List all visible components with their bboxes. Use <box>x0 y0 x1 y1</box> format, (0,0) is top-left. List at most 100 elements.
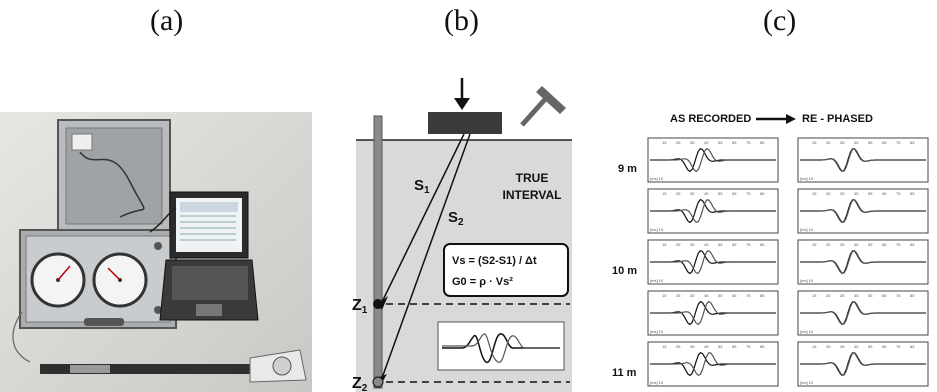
tick-label: 85 <box>910 242 915 247</box>
z2-marker <box>372 376 384 388</box>
tick-label: 15 <box>812 293 817 298</box>
seismic-trace <box>800 199 926 223</box>
tick-label: 35 <box>690 293 695 298</box>
laptop <box>159 191 259 321</box>
seismic-trace <box>650 199 776 223</box>
equipment-photo <box>0 112 312 392</box>
tick-label: 55 <box>718 293 723 298</box>
tick-label: 85 <box>760 191 765 196</box>
arrow-right-icon <box>786 114 796 124</box>
tick-label: 85 <box>910 293 915 298</box>
tick-label: 55 <box>868 293 873 298</box>
tick-label: 35 <box>840 293 845 298</box>
tick-label: 25 <box>826 191 831 196</box>
unit-label: [ms] 10 <box>800 278 814 283</box>
tick-label: 55 <box>868 191 873 196</box>
unit-label: [ms] 10 <box>650 176 664 181</box>
tick-label: 55 <box>718 140 723 145</box>
tick-label: 45 <box>704 191 709 196</box>
formula-box <box>443 243 569 297</box>
tick-label: 15 <box>662 293 667 298</box>
tick-label: 85 <box>910 140 915 145</box>
seismic-trace <box>650 147 776 173</box>
unit-label: [ms] 10 <box>650 278 664 283</box>
tick-label: 85 <box>760 293 765 298</box>
tick-label: 85 <box>760 242 765 247</box>
seismic-test-schematic: S1 S2 TRUE INTERVAL Vs = (S2-S1) / Δt G0… <box>352 78 572 392</box>
depth-label-11: 11 m <box>612 367 637 379</box>
tick-label: 65 <box>882 344 887 349</box>
case-handle <box>84 318 124 326</box>
tick-label: 15 <box>662 191 667 196</box>
tick-label: 75 <box>746 242 751 247</box>
unit-label: [ms] 10 <box>650 380 664 385</box>
tick-label: 35 <box>840 140 845 145</box>
tick-label: 45 <box>854 140 859 145</box>
tick-label: 75 <box>896 140 901 145</box>
tick-label: 45 <box>854 344 859 349</box>
tick-label: 35 <box>690 344 695 349</box>
tick-label: 65 <box>732 293 737 298</box>
push-rod <box>373 115 383 389</box>
tick-label: 35 <box>690 140 695 145</box>
tick-label: 25 <box>676 242 681 247</box>
seismic-trace <box>650 300 776 326</box>
seismic-trace <box>650 249 776 274</box>
unit-label: [ms] 10 <box>650 329 664 334</box>
tick-label: 15 <box>812 242 817 247</box>
tick-label: 55 <box>718 242 723 247</box>
tick-label: 25 <box>676 191 681 196</box>
s2-label: S2 <box>448 209 464 228</box>
tick-label: 45 <box>854 293 859 298</box>
unit-label: [ms] 10 <box>650 227 664 232</box>
z1-marker <box>373 299 383 309</box>
tick-label: 35 <box>840 242 845 247</box>
seismic-trace <box>650 352 776 377</box>
hammer-icon <box>520 86 566 127</box>
tick-label: 75 <box>746 191 751 196</box>
seismic-trace <box>800 301 926 325</box>
unit-label: [ms] 10 <box>800 380 814 385</box>
tick-label: 65 <box>882 140 887 145</box>
tick-label: 75 <box>896 242 901 247</box>
tick-label: 45 <box>704 140 709 145</box>
tick-label: 15 <box>812 344 817 349</box>
tick-label: 85 <box>910 344 915 349</box>
tick-label: 75 <box>896 344 901 349</box>
tick-label: 55 <box>718 344 723 349</box>
unit-label: [ms] 10 <box>800 176 814 181</box>
tick-label: 55 <box>868 242 873 247</box>
tick-label: 25 <box>826 242 831 247</box>
tick-label: 55 <box>868 140 873 145</box>
tick-label: 85 <box>760 344 765 349</box>
tick-label: 85 <box>760 140 765 145</box>
tick-label: 65 <box>732 191 737 196</box>
tick-label: 75 <box>746 293 751 298</box>
tick-label: 25 <box>676 344 681 349</box>
g0-formula: G0 = ρ · Vs² <box>452 276 513 288</box>
tick-label: 25 <box>826 293 831 298</box>
tick-label: 75 <box>896 293 901 298</box>
case-base <box>19 229 177 329</box>
tick-label: 65 <box>732 140 737 145</box>
tick-label: 65 <box>882 191 887 196</box>
z1-label: Z1 <box>352 297 368 316</box>
tick-label: 45 <box>854 242 859 247</box>
tick-label: 75 <box>896 191 901 196</box>
panel-label-a: (a) <box>150 4 184 37</box>
tick-label: 25 <box>826 140 831 145</box>
impact-arrow-icon <box>454 98 470 110</box>
tick-label: 25 <box>676 140 681 145</box>
re-phased-label: RE - PHASED <box>802 113 873 125</box>
tick-label: 15 <box>662 242 667 247</box>
as-recorded-label: AS RECORDED <box>670 113 751 125</box>
panel-label-c: (c) <box>763 4 797 37</box>
tick-label: 55 <box>718 191 723 196</box>
tick-label: 25 <box>676 293 681 298</box>
tick-label: 15 <box>662 140 667 145</box>
tick-label: 85 <box>910 191 915 196</box>
seismic-trace <box>800 250 926 274</box>
tick-label: 15 <box>812 191 817 196</box>
tick-label: 45 <box>704 344 709 349</box>
tick-label: 65 <box>732 242 737 247</box>
